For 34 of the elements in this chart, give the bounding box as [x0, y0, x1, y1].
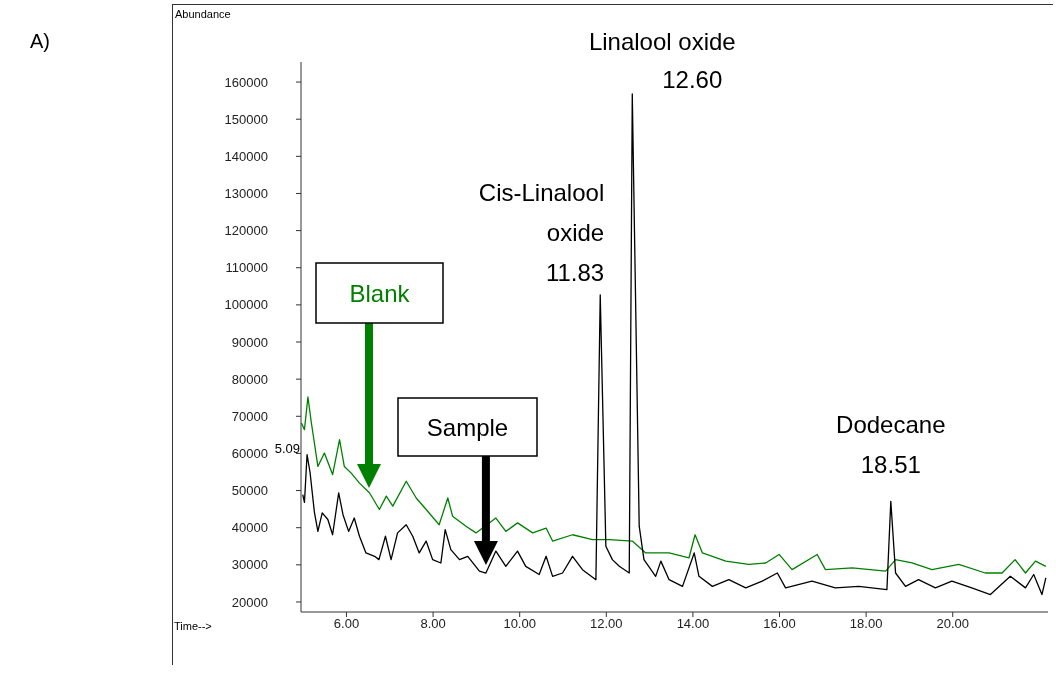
x-axis-title: Time-->	[174, 620, 212, 632]
annotation: Cis-Linalool oxide 11.83	[478, 178, 605, 286]
y-tick-label: 40000	[231, 520, 268, 536]
y-tick-label: 30000	[231, 557, 268, 573]
text: A)	[30, 30, 50, 53]
x-tick-label: 14.00	[676, 616, 710, 632]
x-tick-label: 20.00	[936, 616, 969, 632]
y-tick-label: 140000	[224, 148, 268, 164]
x-tick-label: 6.00	[333, 616, 360, 632]
y-tick-label: 90000	[231, 334, 268, 350]
x-tick-label: 16.00	[763, 616, 796, 632]
y-axis-title: Abundance	[175, 8, 231, 20]
line-series	[302, 93, 1047, 596]
annotation: Linalool oxide 12.60	[588, 27, 736, 93]
annotation: 5.09	[274, 440, 301, 456]
y-tick-label: 50000	[231, 483, 268, 499]
annotation: Dodecane 18.51	[836, 411, 946, 479]
x-tick-label: 12.00	[590, 616, 623, 632]
y-tick-label: 20000	[231, 594, 268, 610]
y-tick-label: 80000	[231, 371, 268, 387]
y-tick-label: 60000	[231, 446, 268, 462]
text: Sample	[426, 414, 509, 441]
y-tick-label: 110000	[225, 260, 268, 276]
text: Blank	[349, 280, 411, 307]
y-tick-label: 120000	[224, 223, 268, 239]
x-tick-label: 10.00	[503, 616, 536, 632]
line-series	[301, 396, 1047, 574]
x-tick-label: 8.00	[420, 616, 446, 632]
y-tick-label: 100000	[224, 297, 268, 313]
y-tick-label: 160000	[224, 74, 268, 90]
x-tick-label: 18.00	[849, 616, 883, 632]
y-tick-label: 150000	[224, 111, 268, 127]
y-tick-label: 130000	[224, 186, 268, 202]
y-tick-label: 70000	[231, 408, 268, 424]
